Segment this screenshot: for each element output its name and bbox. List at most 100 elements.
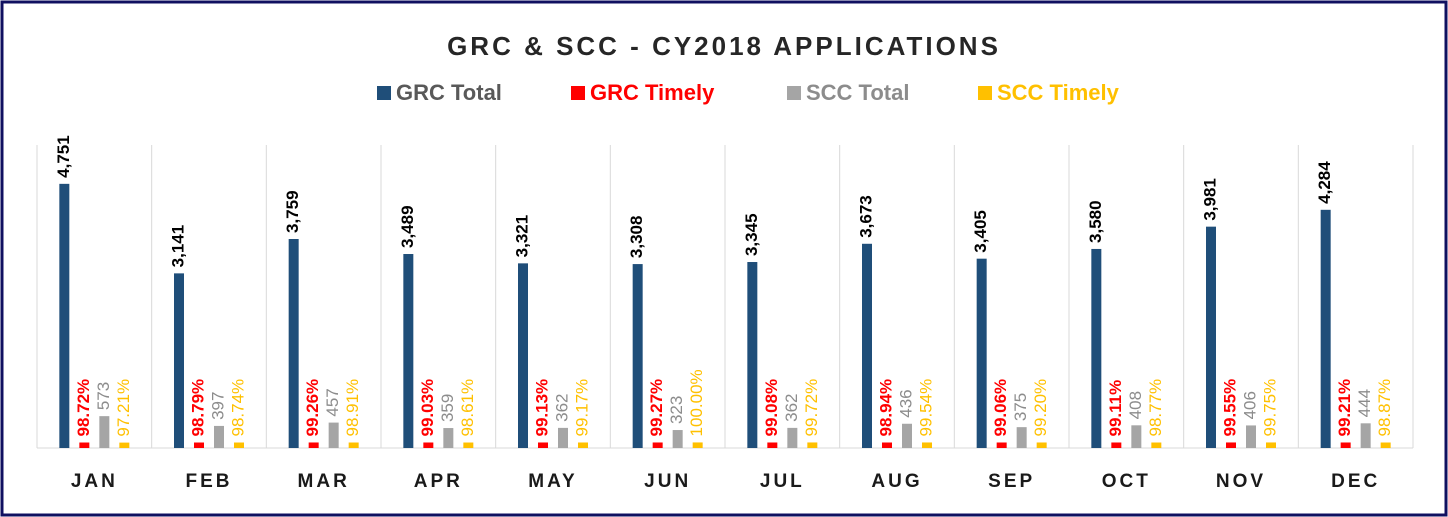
bar	[1226, 442, 1236, 448]
data-label: 3,489	[398, 205, 417, 248]
x-tick-label: AUG	[871, 471, 922, 492]
legend-label: SCC Total	[806, 80, 909, 105]
data-label: 362	[782, 393, 801, 421]
bar	[1151, 442, 1162, 448]
x-tick-label: MAY	[528, 471, 577, 492]
data-label: 98.72%	[74, 379, 93, 437]
data-label: 3,673	[856, 195, 875, 238]
bar	[578, 442, 588, 448]
x-tick-label: SEP	[988, 471, 1035, 492]
data-label: 99.21%	[1335, 379, 1354, 437]
bar	[288, 238, 299, 448]
bar	[652, 442, 663, 448]
bar	[194, 442, 204, 448]
data-label: 323	[667, 396, 686, 424]
x-tick-label: MAR	[298, 471, 350, 492]
bar	[976, 258, 987, 448]
data-label: 3,981	[1200, 178, 1219, 221]
data-label: 99.75%	[1260, 379, 1279, 437]
data-label: 99.20%	[1031, 379, 1050, 437]
data-label: 573	[94, 382, 113, 410]
data-label: 3,321	[512, 215, 531, 258]
legend-swatch	[377, 86, 391, 100]
bar	[767, 442, 778, 448]
bar	[862, 243, 872, 448]
data-label: 3,405	[971, 210, 990, 253]
bar	[807, 442, 818, 448]
bar	[1340, 442, 1351, 448]
data-label: 3,345	[742, 213, 761, 256]
x-tick-label: NOV	[1216, 471, 1266, 492]
data-label: 4,751	[54, 135, 73, 178]
x-tick-label: JUL	[760, 471, 805, 492]
bar	[214, 425, 224, 448]
bar	[1016, 427, 1027, 448]
bar	[403, 254, 414, 448]
bar	[234, 442, 244, 448]
x-tick-label: OCT	[1102, 471, 1151, 492]
data-label: 99.08%	[762, 379, 781, 437]
bar	[463, 442, 474, 448]
bar	[558, 427, 568, 448]
legend-swatch	[978, 86, 992, 100]
bar	[1380, 442, 1391, 448]
data-label: 436	[896, 389, 915, 417]
data-label: 408	[1126, 391, 1145, 419]
bar	[348, 442, 359, 448]
bar	[1111, 442, 1122, 448]
bar	[99, 416, 110, 448]
bar	[119, 442, 130, 448]
legend-label: SCC Timely	[997, 80, 1120, 105]
data-label: 3,141	[168, 225, 187, 268]
data-label: 98.91%	[343, 379, 362, 437]
data-label: 362	[552, 393, 571, 421]
bar	[308, 442, 319, 448]
data-label: 97.21%	[114, 379, 133, 437]
data-label: 397	[208, 392, 227, 420]
data-label: 375	[1011, 393, 1030, 421]
bar	[518, 263, 528, 448]
data-label: 99.17%	[572, 379, 591, 437]
data-label: 3,759	[283, 190, 302, 233]
data-label: 99.11%	[1106, 380, 1125, 437]
bar	[922, 442, 932, 448]
data-label: 99.72%	[802, 379, 821, 437]
bar	[996, 442, 1007, 448]
bar	[1246, 425, 1256, 448]
data-label: 406	[1240, 391, 1259, 419]
data-label: 359	[438, 394, 457, 422]
x-tick-label: FEB	[186, 471, 233, 492]
bar	[787, 427, 798, 448]
bar	[174, 273, 184, 448]
bar	[1360, 423, 1371, 448]
data-label: 99.03%	[418, 379, 437, 437]
data-label: 457	[323, 388, 342, 416]
chart-title: GRC & SCC - CY2018 APPLICATIONS	[447, 31, 1001, 61]
bar	[1091, 248, 1102, 448]
data-label: 99.54%	[916, 379, 935, 437]
bar	[692, 442, 703, 448]
bar	[1131, 425, 1142, 448]
bar	[882, 442, 892, 448]
bar	[1206, 226, 1216, 448]
x-tick-label: DEC	[1331, 471, 1380, 492]
data-label: 100.00%	[687, 369, 706, 436]
data-label: 98.79%	[188, 379, 207, 437]
x-tick-label: APR	[414, 471, 463, 492]
bar	[1036, 442, 1047, 448]
bar	[328, 422, 339, 448]
bar	[443, 428, 454, 448]
bar	[538, 442, 548, 448]
data-label: 99.26%	[303, 379, 322, 437]
bar	[747, 262, 758, 448]
data-label: 99.27%	[647, 379, 666, 437]
data-label: 98.94%	[876, 379, 895, 437]
bar	[1320, 209, 1331, 448]
legend-label: GRC Total	[396, 80, 502, 105]
x-tick-label: JUN	[644, 471, 691, 492]
data-label: 3,308	[627, 216, 646, 259]
legend-swatch	[787, 86, 801, 100]
data-label: 98.77%	[1146, 379, 1165, 437]
